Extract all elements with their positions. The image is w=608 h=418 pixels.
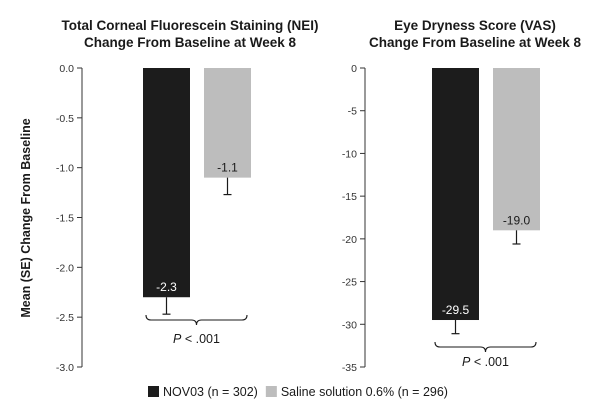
y-tick-label: -0.5 <box>56 113 74 125</box>
legend-swatch <box>265 386 277 397</box>
chart-title-line: Total Corneal Fluorescein Staining (NEI) <box>61 18 318 33</box>
bar <box>432 68 479 321</box>
y-tick-label: -5 <box>348 106 357 118</box>
p-value-label: P < .001 <box>173 332 220 346</box>
y-tick-label: 0 <box>351 63 357 75</box>
bar <box>204 68 251 178</box>
y-tick-label: -1.5 <box>56 213 74 225</box>
bar <box>143 68 190 298</box>
y-tick-label: -35 <box>342 362 357 374</box>
y-tick-label: 0.0 <box>59 63 74 75</box>
data-label: -2.3 <box>156 280 177 294</box>
legend-label: NOV03 (n = 302) <box>163 385 258 399</box>
chart-title-line: Change From Baseline at Week 8 <box>84 35 297 50</box>
y-tick-label: -20 <box>342 234 357 246</box>
y-axis-label: Mean (SE) Change From Baseline <box>19 118 33 317</box>
y-tick-label: -1.0 <box>56 163 74 175</box>
data-label: -29.5 <box>442 303 470 317</box>
data-label: -19.0 <box>503 213 531 227</box>
y-tick-label: -10 <box>342 148 357 160</box>
y-tick-label: -25 <box>342 277 357 289</box>
data-label: -1.1 <box>217 161 238 175</box>
y-tick-label: -15 <box>342 191 357 203</box>
y-tick-label: -2.0 <box>56 262 74 274</box>
p-value-label: P < .001 <box>462 355 509 369</box>
significance-bracket <box>434 341 537 353</box>
y-tick-label: -3.0 <box>56 362 74 374</box>
y-tick-label: -2.5 <box>56 312 74 324</box>
legend-label: Saline solution 0.6% (n = 296) <box>281 385 448 399</box>
bar <box>493 68 540 231</box>
chart-title-line: Eye Dryness Score (VAS) <box>394 18 556 33</box>
chart-title-line: Change From Baseline at Week 8 <box>369 35 582 50</box>
significance-bracket <box>145 314 248 326</box>
legend-swatch <box>148 386 159 397</box>
y-tick-label: -30 <box>342 319 357 331</box>
